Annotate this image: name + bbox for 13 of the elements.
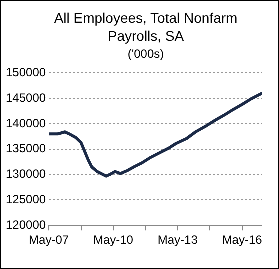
x-tick-label: May-13 xyxy=(158,233,198,248)
y-tick-label: 125000 xyxy=(6,192,46,207)
x-tick-label: May-16 xyxy=(222,233,263,248)
y-tick-label: 145000 xyxy=(6,90,46,105)
chart-subtitle: ('000s) xyxy=(126,47,166,61)
y-tick-label: 140000 xyxy=(6,116,46,130)
x-tick-label: May-10 xyxy=(93,233,134,248)
x-tick-label: May-07 xyxy=(29,233,70,248)
y-tick-label: 130000 xyxy=(6,167,46,182)
y-tick-label: 120000 xyxy=(6,218,46,232)
y-tick-label: 135000 xyxy=(6,142,46,156)
y-tick-label: 150000 xyxy=(6,66,46,80)
chart-title: All Employees, Total Nonfarm Payrolls, SA xyxy=(53,9,239,45)
